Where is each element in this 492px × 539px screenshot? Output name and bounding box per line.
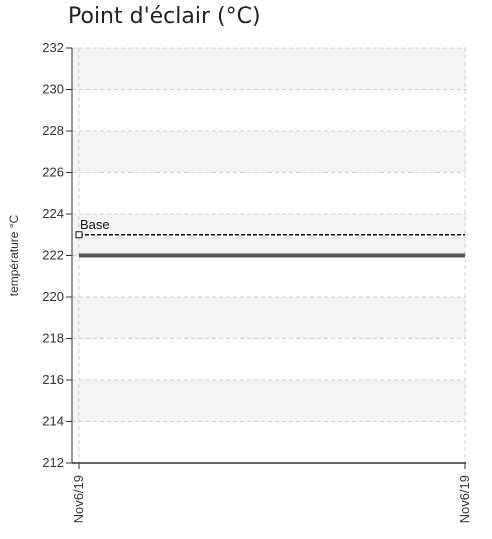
reference-label: Base	[80, 217, 110, 232]
plot-bands	[72, 48, 466, 422]
gridlines	[72, 47, 466, 463]
y-tick-label: 224	[42, 206, 64, 221]
x-tick-label: Nov6/19	[457, 475, 472, 523]
y-tick-label: 230	[42, 82, 64, 97]
y-axis-title: température °C	[7, 214, 21, 296]
y-tick-label: 222	[42, 248, 64, 263]
plot-band	[72, 48, 466, 90]
y-tick-label: 220	[42, 289, 64, 304]
axes	[66, 47, 466, 469]
reference-lines: Base	[75, 217, 465, 239]
y-tick-label: 212	[42, 455, 64, 470]
y-tick-label: 226	[42, 165, 64, 180]
y-tick-labels: 212 214 216 218 220 222 224 226 228 230 232	[42, 40, 64, 470]
x-tick-label: Nov6/19	[71, 475, 86, 523]
y-tick-label: 214	[42, 414, 64, 429]
plot-band	[72, 131, 466, 173]
y-tick-label: 216	[42, 372, 64, 387]
x-tick-labels: Nov6/19 Nov6/19	[71, 475, 472, 523]
plot-band	[72, 380, 466, 422]
y-tick-label: 228	[42, 123, 64, 138]
reference-marker	[75, 231, 83, 239]
y-tick-label: 218	[42, 331, 64, 346]
y-tick-label: 232	[42, 40, 64, 55]
plot-band	[72, 297, 466, 339]
chart-title: Point d'éclair (°C)	[68, 4, 261, 29]
